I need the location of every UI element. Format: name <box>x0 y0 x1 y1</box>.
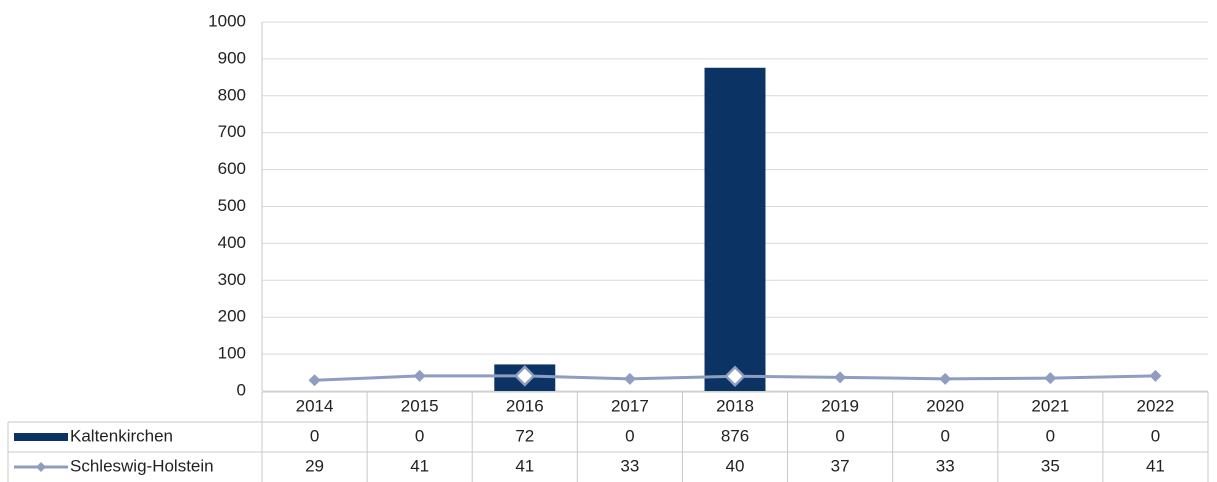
y-tick-label: 900 <box>218 48 246 67</box>
data-label: 35 <box>1041 456 1060 475</box>
x-tick-label: 2021 <box>1031 396 1069 415</box>
data-label: 29 <box>305 456 324 475</box>
data-label: 37 <box>831 456 850 475</box>
line-marker <box>623 372 636 385</box>
data-label: 40 <box>726 456 745 475</box>
x-tick-label: 2022 <box>1137 396 1175 415</box>
line-marker <box>1044 372 1057 385</box>
data-label: 0 <box>415 426 424 445</box>
x-tick-label: 2016 <box>506 396 544 415</box>
data-label: 0 <box>625 426 634 445</box>
y-tick-label: 300 <box>218 270 246 289</box>
y-tick-label: 0 <box>237 380 246 399</box>
line-marker <box>724 365 746 388</box>
line-marker <box>1149 369 1162 382</box>
data-label: 41 <box>1146 456 1165 475</box>
line-marker <box>308 374 321 387</box>
data-label: 72 <box>515 426 534 445</box>
data-label: 0 <box>1151 426 1160 445</box>
legend-swatch <box>14 433 68 441</box>
y-tick-label: 600 <box>218 159 246 178</box>
x-tick-label: 2018 <box>716 396 754 415</box>
data-label: 33 <box>936 456 955 475</box>
y-tick-label: 100 <box>218 344 246 363</box>
legend-label: Kaltenkirchen <box>70 426 173 445</box>
line-marker <box>834 371 847 384</box>
line-marker <box>514 365 536 387</box>
data-label: 0 <box>310 426 319 445</box>
line-marker <box>939 372 952 385</box>
y-tick-label: 200 <box>218 307 246 326</box>
line-marker <box>413 369 426 382</box>
bar <box>704 67 766 392</box>
x-tick-label: 2014 <box>296 396 334 415</box>
data-label: 41 <box>515 456 534 475</box>
x-tick-label: 2017 <box>611 396 649 415</box>
x-tick-label: 2020 <box>926 396 964 415</box>
y-tick-label: 1000 <box>208 11 246 30</box>
x-tick-label: 2015 <box>401 396 439 415</box>
data-label: 0 <box>940 426 949 445</box>
data-label: 876 <box>721 426 749 445</box>
y-tick-label: 800 <box>218 85 246 104</box>
x-tick-label: 2019 <box>821 396 859 415</box>
data-label: 0 <box>835 426 844 445</box>
y-tick-label: 500 <box>218 196 246 215</box>
data-label: 0 <box>1046 426 1055 445</box>
data-label: 33 <box>620 456 639 475</box>
legend-label: Schleswig-Holstein <box>70 456 214 475</box>
data-label: 41 <box>410 456 429 475</box>
y-tick-label: 700 <box>218 122 246 141</box>
legend-marker <box>36 462 46 472</box>
y-tick-label: 400 <box>218 233 246 252</box>
